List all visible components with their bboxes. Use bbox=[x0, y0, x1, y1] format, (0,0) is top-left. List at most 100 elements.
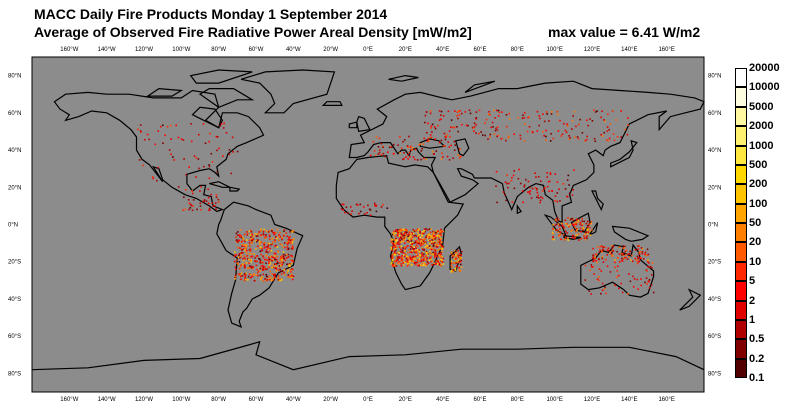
fire-pixel bbox=[275, 244, 277, 247]
fire-pixel bbox=[268, 256, 270, 259]
fire-pixel bbox=[241, 236, 244, 239]
fire-pixel bbox=[273, 273, 275, 276]
fire-pixel bbox=[417, 235, 420, 238]
fire-pixel bbox=[564, 238, 566, 241]
fire-pixel bbox=[506, 182, 508, 185]
fire-pixel bbox=[403, 234, 406, 237]
fire-pixel bbox=[536, 130, 539, 132]
fire-pixel bbox=[202, 200, 204, 203]
fire-pixel bbox=[170, 124, 172, 127]
fire-pixel bbox=[423, 232, 425, 235]
fire-pixel bbox=[263, 244, 266, 247]
fire-pixel bbox=[386, 207, 389, 209]
fire-pixel bbox=[148, 138, 151, 141]
fire-pixel bbox=[240, 264, 243, 266]
fire-pixel bbox=[262, 264, 264, 267]
fire-pixel bbox=[566, 123, 568, 125]
fire-pixel bbox=[618, 253, 621, 255]
fire-pixel bbox=[550, 111, 553, 113]
fire-pixel bbox=[504, 194, 506, 196]
fire-pixel bbox=[424, 263, 426, 266]
fire-pixel bbox=[245, 262, 248, 264]
fire-pixel bbox=[578, 123, 580, 126]
fire-pixel bbox=[193, 155, 196, 157]
fire-pixel bbox=[522, 201, 524, 204]
fire-pixel bbox=[268, 262, 270, 264]
fire-pixel bbox=[413, 262, 416, 265]
fire-pixel bbox=[517, 116, 520, 119]
fire-pixel bbox=[578, 239, 580, 241]
fire-pixel bbox=[394, 252, 396, 255]
fire-pixel bbox=[589, 222, 591, 225]
fire-pixel bbox=[616, 250, 618, 253]
fire-pixel bbox=[528, 191, 531, 193]
fire-pixel bbox=[431, 264, 434, 266]
fire-pixel bbox=[650, 284, 653, 286]
fire-pixel bbox=[408, 232, 411, 234]
fire-pixel bbox=[242, 257, 244, 260]
fire-pixel bbox=[421, 248, 424, 251]
fire-pixel bbox=[561, 222, 563, 225]
lat-tick-right: 80°S bbox=[708, 371, 721, 377]
fire-pixel bbox=[543, 188, 545, 190]
fire-pixel bbox=[262, 256, 265, 259]
fire-pixel bbox=[432, 244, 435, 247]
fire-pixel bbox=[397, 242, 399, 244]
fire-pixel bbox=[437, 263, 440, 265]
fire-pixel bbox=[637, 260, 640, 263]
fire-pixel bbox=[414, 258, 417, 260]
lon-tick-bottom: 140°E bbox=[621, 397, 637, 403]
fire-pixel bbox=[544, 186, 546, 189]
fire-pixel bbox=[415, 240, 417, 243]
fire-pixel bbox=[243, 266, 246, 269]
fire-pixel bbox=[415, 229, 418, 232]
fire-pixel bbox=[212, 205, 214, 207]
fire-pixel bbox=[601, 255, 604, 258]
fire-pixel bbox=[289, 263, 291, 265]
fire-pixel bbox=[424, 238, 426, 240]
fire-pixel bbox=[596, 278, 599, 280]
fire-pixel bbox=[281, 255, 284, 257]
fire-pixel bbox=[589, 230, 591, 233]
fire-pixel bbox=[243, 248, 246, 251]
fire-pixel bbox=[259, 259, 262, 262]
fire-pixel bbox=[290, 242, 292, 244]
fire-pixel bbox=[291, 242, 293, 244]
fire-pixel bbox=[545, 135, 547, 138]
fire-pixel bbox=[598, 268, 601, 270]
fire-pixel bbox=[235, 232, 238, 235]
fire-pixel bbox=[414, 158, 416, 161]
fire-pixel bbox=[505, 125, 508, 128]
fire-pixel bbox=[616, 269, 618, 272]
fire-pixel bbox=[281, 263, 283, 266]
fire-pixel bbox=[604, 246, 606, 248]
fire-pixel bbox=[292, 230, 295, 232]
fire-pixel bbox=[405, 229, 408, 232]
fire-pixel bbox=[423, 262, 425, 264]
fire-pixel bbox=[247, 233, 249, 235]
fire-pixel bbox=[432, 236, 434, 238]
fire-pixel bbox=[554, 173, 557, 175]
fire-pixel bbox=[414, 241, 417, 244]
fire-pixel bbox=[288, 236, 290, 239]
fire-pixel bbox=[638, 245, 640, 247]
fire-pixel bbox=[624, 128, 627, 131]
fire-pixel bbox=[368, 208, 371, 210]
fire-pixel bbox=[587, 228, 590, 230]
fire-pixel bbox=[403, 152, 405, 154]
fire-pixel bbox=[540, 196, 542, 198]
fire-pixel bbox=[454, 144, 456, 146]
fire-pixel bbox=[403, 232, 406, 234]
fire-pixel bbox=[238, 274, 240, 276]
fire-pixel bbox=[586, 237, 588, 240]
fire-pixel bbox=[285, 232, 287, 234]
fire-pixel bbox=[396, 259, 399, 261]
fire-pixel bbox=[545, 129, 547, 132]
fire-pixel bbox=[429, 257, 431, 260]
fire-pixel bbox=[406, 262, 409, 265]
fire-pixel bbox=[458, 157, 461, 159]
fire-pixel bbox=[565, 131, 568, 134]
fire-pixel bbox=[402, 158, 404, 161]
fire-pixel bbox=[409, 248, 412, 250]
fire-pixel bbox=[440, 258, 442, 261]
